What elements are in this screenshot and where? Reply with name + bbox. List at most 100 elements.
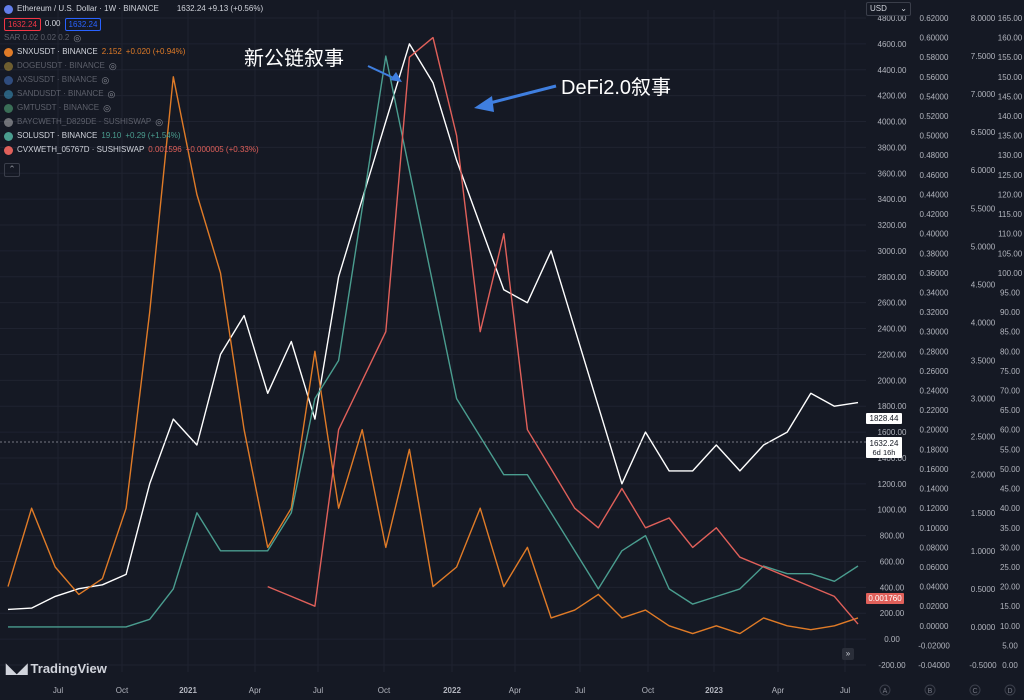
cvx-last-tag: 0.001760 xyxy=(866,593,904,604)
y-tick-label: 20.00 xyxy=(1000,583,1021,592)
sell-button[interactable]: 1632.24 xyxy=(4,17,41,31)
snx-price-line[interactable] xyxy=(7,76,859,635)
tradingview-wordmark: TradingView xyxy=(30,661,107,676)
y-tick-label: 0.14000 xyxy=(920,485,949,494)
sar-indicator-row[interactable]: SAR 0.02 0.02 0.2 ◎ xyxy=(4,31,263,45)
x-tick-label: Oct xyxy=(378,686,391,695)
y-tick-label: 30.00 xyxy=(1000,543,1021,552)
y-tick-label: 75.00 xyxy=(1000,367,1021,376)
legend-item[interactable]: DOGEUSDT · BINANCE ◎ xyxy=(4,59,263,73)
cvx-price-line[interactable] xyxy=(267,36,859,625)
axis-letter-circle[interactable] xyxy=(924,684,936,696)
y-tick-label: 0.36000 xyxy=(920,269,949,278)
y-tick-label: 130.00 xyxy=(998,151,1023,160)
legend-change: +0.29 (+1.54%) xyxy=(125,131,181,140)
y-tick-label: 25.00 xyxy=(1000,563,1021,572)
sar-indicator-label: SAR 0.02 0.02 0.2 xyxy=(4,33,70,42)
symbol-logo-icon xyxy=(4,61,13,71)
legend-value: 19.10 xyxy=(101,131,122,140)
y-tick-label: 1000.00 xyxy=(878,506,907,515)
x-tick-label: Jul xyxy=(840,686,850,695)
legend-item[interactable]: AXSUSDT · BINANCE ◎ xyxy=(4,73,263,87)
y-tick-label: 0.56000 xyxy=(920,73,949,82)
legend-value: 0.001596 xyxy=(148,145,182,154)
annotation-arrowhead xyxy=(474,96,494,112)
y-tick-label: 5.00 xyxy=(1002,641,1018,650)
y-tick-label: 3600.00 xyxy=(878,169,907,178)
y-tick-label: 0.30000 xyxy=(920,328,949,337)
legend-label: CVXWETH_05767D · SUSHISWAP xyxy=(17,145,145,154)
collapse-legend-button[interactable]: ⌃ xyxy=(4,163,20,177)
y-tick-label: -0.5000 xyxy=(969,661,997,670)
y-tick-label: 1800.00 xyxy=(878,402,907,411)
y-tick-label: 2800.00 xyxy=(878,273,907,282)
eye-icon[interactable]: ◎ xyxy=(73,33,82,43)
y-tick-label: 2.5000 xyxy=(971,433,996,442)
annotation-arrowhead xyxy=(390,72,402,82)
tradingview-mark-icon: ◣◢ xyxy=(6,660,28,676)
y-tick-label: 125.00 xyxy=(998,171,1023,180)
axis-letter-circle[interactable] xyxy=(1004,684,1016,696)
legend-item[interactable]: GMTUSDT · BINANCE ◎ xyxy=(4,101,263,115)
y-tick-label: 160.00 xyxy=(998,34,1023,43)
eye-icon[interactable]: ◎ xyxy=(101,75,110,85)
legend-label: AXSUSDT · BINANCE xyxy=(17,75,98,84)
y-tick-label: 4.0000 xyxy=(971,318,996,327)
symbol-title[interactable]: Ethereum / U.S. Dollar · 1W · BINANCE xyxy=(17,4,159,13)
axis-letter-circle[interactable] xyxy=(969,684,981,696)
go-to-realtime-button[interactable]: » xyxy=(842,648,854,660)
y-tick-label: 0.38000 xyxy=(920,249,949,258)
axis-letter-circle[interactable] xyxy=(879,684,891,696)
y-tick-label: 0.42000 xyxy=(920,210,949,219)
legend-label: BAYCWETH_D829DE · SUSHISWAP xyxy=(17,117,152,126)
y-tick-label: 40.00 xyxy=(1000,504,1021,513)
y-tick-label: 2200.00 xyxy=(878,350,907,359)
y-tick-label: 100.00 xyxy=(998,269,1023,278)
axis-letter[interactable]: D xyxy=(1007,688,1012,695)
buy-button[interactable]: 1632.24 xyxy=(64,17,102,31)
y-tick-label: 0.58000 xyxy=(920,53,949,62)
sol-price-line[interactable] xyxy=(8,55,859,628)
symbol-title-row: Ethereum / U.S. Dollar · 1W · BINANCE 16… xyxy=(4,2,263,16)
y-tick-label: 80.00 xyxy=(1000,347,1021,356)
y-tick-label: 4200.00 xyxy=(878,92,907,101)
y-tick-label: 1600.00 xyxy=(878,428,907,437)
legend-label: SOLUSDT · BINANCE xyxy=(17,131,98,140)
legend-label: SANDUSDT · BINANCE xyxy=(17,89,104,98)
legend-item[interactable]: SNXUSDT · BINANCE 2.152 +0.020 (+0.94%) xyxy=(4,45,263,59)
crosshair-price-label: 1632.24 xyxy=(870,439,899,448)
eye-icon[interactable]: ◎ xyxy=(103,103,111,113)
y-tick-label: 135.00 xyxy=(998,132,1023,141)
y-tick-label: 0.02000 xyxy=(920,602,949,611)
legend-item[interactable]: SOLUSDT · BINANCE 19.10 +0.29 (+1.54%) xyxy=(4,129,263,143)
axis-letter[interactable]: C xyxy=(972,688,977,695)
axis-letter[interactable]: A xyxy=(883,688,888,695)
eye-icon[interactable]: ◎ xyxy=(107,89,116,99)
y-tick-label: 150.00 xyxy=(998,73,1023,82)
y-tick-label: 0.40000 xyxy=(920,230,949,239)
countdown-label: 6d 16h xyxy=(873,448,896,457)
y-tick-label: 0.32000 xyxy=(920,308,949,317)
y-tick-label: 115.00 xyxy=(998,210,1022,219)
trade-row: 1632.24 0.00 1632.24 xyxy=(4,17,263,31)
symbol-logo-icon xyxy=(4,145,13,155)
y-tick-label: 3000.00 xyxy=(878,247,907,256)
legend-item[interactable]: CVXWETH_05767D · SUSHISWAP 0.001596 +0.000… xyxy=(4,143,263,157)
y-tick-label: 0.62000 xyxy=(920,14,949,23)
eye-icon[interactable]: ◎ xyxy=(155,117,164,127)
eth-price-line[interactable] xyxy=(7,43,859,611)
y-tick-label: 4800.00 xyxy=(878,14,907,23)
legend-item[interactable]: SANDUSDT · BINANCE ◎ xyxy=(4,87,263,101)
eye-icon[interactable]: ◎ xyxy=(108,61,117,71)
y-tick-label: 0.44000 xyxy=(920,190,949,199)
axis-letter[interactable]: B xyxy=(928,688,933,695)
currency-select[interactable]: USD ⌄ xyxy=(866,2,911,16)
legend-label: DOGEUSDT · BINANCE xyxy=(17,61,105,70)
legend-item[interactable]: BAYCWETH_D829DE · SUSHISWAP ◎ xyxy=(4,115,263,129)
y-tick-label: 165.00 xyxy=(998,14,1023,23)
y-tick-label: 50.00 xyxy=(1000,465,1021,474)
y-tick-label: 0.22000 xyxy=(920,406,949,415)
y-tick-label: 65.00 xyxy=(1000,406,1021,415)
symbol-logo-icon xyxy=(4,131,13,141)
